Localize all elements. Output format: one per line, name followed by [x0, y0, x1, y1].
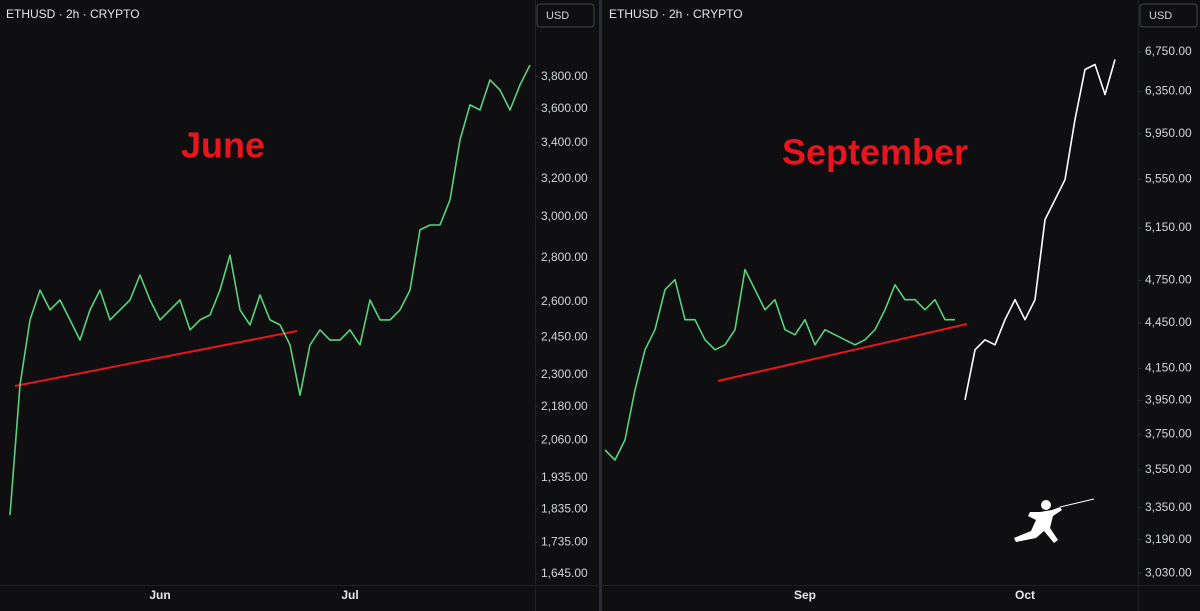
- currency-label: USD: [1149, 10, 1172, 22]
- y-tick-label: 1,735.00: [541, 535, 588, 549]
- y-tick-label: 3,350.00: [1145, 500, 1192, 514]
- y-tick-label: 5,950.00: [1145, 126, 1192, 140]
- currency-button: [1139, 3, 1198, 28]
- x-tick-label: Sep: [794, 588, 816, 602]
- y-tick-label: 3,800.00: [541, 69, 588, 83]
- y-tick-label: 4,450.00: [1145, 315, 1192, 329]
- y-tick-label: 2,800.00: [541, 250, 588, 264]
- y-tick-label: 3,550.00: [1145, 462, 1192, 476]
- y-tick-label: 3,400.00: [541, 135, 588, 149]
- chart-title: ETHUSD · 2h · CRYPTO: [6, 7, 140, 21]
- y-tick-label: 2,600.00: [541, 294, 588, 308]
- fencer-logo: [1014, 498, 1095, 543]
- y-tick-label: 3,200.00: [541, 171, 588, 185]
- y-tick-label: 3,030.00: [1145, 565, 1192, 579]
- y-tick-label: 2,450.00: [541, 330, 588, 344]
- y-tick-label: 4,150.00: [1145, 361, 1192, 375]
- y-tick-label: 1,835.00: [541, 501, 588, 515]
- currency-button: [536, 3, 595, 28]
- annotation: June: [181, 125, 265, 166]
- y-tick-label: 2,300.00: [541, 367, 588, 381]
- x-tick-label: Jun: [149, 588, 170, 602]
- chart-title: ETHUSD · 2h · CRYPTO: [609, 7, 743, 21]
- y-tick-label: 3,600.00: [541, 101, 588, 115]
- y-tick-label: 3,190.00: [1145, 532, 1192, 546]
- y-tick-label: 2,060.00: [541, 433, 588, 447]
- y-tick-label: 6,750.00: [1145, 44, 1192, 58]
- y-tick-label: 3,750.00: [1145, 427, 1192, 441]
- y-tick-label: 2,180.00: [541, 399, 588, 413]
- trend-line: [14, 330, 298, 387]
- currency-label: USD: [546, 10, 569, 22]
- y-tick-label: 3,000.00: [541, 209, 588, 223]
- price-line: [964, 59, 1116, 401]
- x-tick-label: Jul: [341, 588, 358, 602]
- price-line: [604, 268, 955, 461]
- y-tick-label: 5,150.00: [1145, 220, 1192, 234]
- x-tick-label: Oct: [1015, 588, 1035, 602]
- annotation: September: [782, 132, 968, 173]
- trend-line: [717, 323, 968, 382]
- price-line: [9, 64, 531, 516]
- y-tick-label: 6,350.00: [1145, 84, 1192, 98]
- y-tick-label: 4,750.00: [1145, 273, 1192, 287]
- y-tick-label: 1,935.00: [541, 470, 588, 484]
- y-tick-label: 1,645.00: [541, 566, 588, 580]
- y-tick-label: 5,550.00: [1145, 171, 1192, 185]
- y-tick-label: 3,950.00: [1145, 393, 1192, 407]
